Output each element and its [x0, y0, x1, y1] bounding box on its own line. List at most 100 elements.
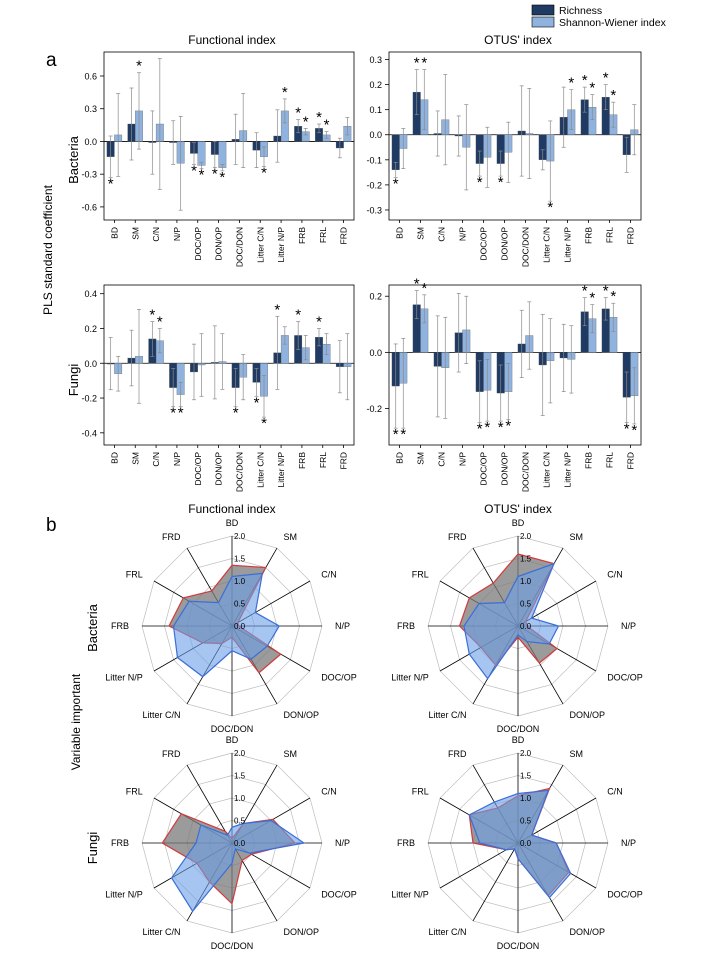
col-title-functional-b: Functional index	[188, 502, 275, 516]
radial-tick-label: 2.0	[234, 532, 246, 541]
axis-label-frd: FRD	[448, 749, 467, 759]
radial-tick-label: 2.0	[234, 749, 246, 758]
axis-label-doc-op: DOC/OP	[607, 890, 643, 900]
radial-tick-label: 0.5	[520, 817, 532, 826]
y-tick-label: 0.2	[84, 324, 97, 334]
x-tick-label-doc-op: DOC/OP	[479, 227, 489, 261]
significance-star: *	[136, 58, 142, 75]
significance-star: *	[582, 72, 588, 89]
radar-axis	[439, 842, 519, 889]
significance-star: *	[393, 175, 399, 192]
x-tick-label-frb: FRB	[584, 452, 594, 469]
significance-star: *	[484, 419, 490, 436]
row-label-bacteria-b: Bacteria	[85, 603, 100, 651]
significance-star: *	[477, 174, 483, 191]
axis-label-doc-don: DOC/DON	[497, 941, 540, 951]
axis-label-doc-don: DOC/DON	[497, 724, 540, 734]
significance-star: *	[108, 175, 114, 192]
legend: Richness Shannon-Wiener index	[531, 4, 667, 29]
x-tick-label-frd: FRD	[339, 227, 349, 244]
significance-star: *	[400, 426, 406, 443]
plot-frame	[388, 51, 642, 221]
x-tick-label-frd: FRD	[626, 452, 636, 469]
axis-label-litter-n-p: Litter N/P	[391, 673, 429, 683]
axis-label-doc-don: DOC/DON	[211, 724, 254, 734]
axis-label-don-op: DON/OP	[570, 927, 606, 937]
x-tick-label-doc-don: DOC/DON	[234, 452, 244, 492]
col-title-functional-a: Functional index	[188, 33, 275, 47]
axis-label-frb: FRB	[111, 838, 129, 848]
x-tick-label-c-n: C/N	[151, 452, 161, 467]
x-tick-label-n-p: N/P	[172, 227, 182, 242]
axis-label-don-op: DON/OP	[570, 710, 606, 720]
bar-chart-2: -0.4 -0.2 0.0 0.2 0.4 BD SM C/N N/P DOC/OP DON/OP D…	[81, 284, 355, 492]
x-tick-label-frb: FRB	[297, 452, 307, 469]
col-title-otus-a: OTUS' index	[484, 33, 552, 47]
y-tick-label: 0.2	[369, 80, 382, 90]
radar-chart-0: 0.0 0.5 1.0 1.5 2.0 BD SM C/N N/P DOC/OP DON/OP DOC…	[105, 518, 356, 734]
radial-tick-label: 0.5	[234, 600, 246, 609]
x-tick-label-n-p: N/P	[458, 452, 468, 467]
y-tick-label: -0.2	[366, 180, 382, 190]
axis-label-frl: FRL	[126, 787, 143, 797]
axis-label-litter-n-p: Litter N/P	[105, 673, 143, 683]
significance-star: *	[547, 199, 553, 216]
radar-chart-2: 0.0 0.5 1.0 1.5 2.0 BD SM C/N N/P DOC/OP DON/OP DOC…	[105, 735, 356, 951]
radial-tick-label: 1.0	[520, 577, 532, 586]
radial-tick-label: 1.5	[520, 772, 532, 781]
x-tick-label-bd: BD	[395, 452, 405, 464]
y-tick-label: -0.3	[366, 205, 382, 215]
radial-tick-label: 0.0	[234, 839, 246, 848]
panel-b-ylabel: Variable important	[69, 673, 83, 770]
significance-star: *	[261, 415, 267, 432]
y-tick-label: 0.0	[84, 359, 97, 369]
x-tick-label-don-op: DON/OP	[500, 452, 510, 486]
x-tick-label-doc-op: DOC/OP	[479, 452, 489, 486]
axis-label-litter-c-n: Litter C/N	[142, 927, 180, 937]
plot-frame	[388, 284, 642, 446]
axis-label-frl: FRL	[412, 787, 429, 797]
significance-star: *	[582, 283, 588, 300]
plot-frame	[103, 284, 355, 446]
axis-label-n-p: N/P	[621, 621, 636, 631]
x-tick-label-n-p: N/P	[172, 452, 182, 467]
panel-letter-a: a	[46, 50, 57, 71]
radial-tick-label: 0.0	[520, 622, 532, 631]
y-tick-label: -0.2	[81, 394, 97, 404]
axis-label-don-op: DON/OP	[284, 927, 320, 937]
radial-tick-label: 2.0	[520, 532, 532, 541]
radar-series-shannon-wiener-index	[463, 562, 560, 680]
significance-star: *	[274, 301, 280, 318]
y-tick-label: -0.3	[81, 170, 97, 180]
significance-star: *	[295, 307, 301, 324]
radial-tick-label: 0.0	[520, 839, 532, 848]
x-tick-label-frl: FRL	[318, 227, 328, 243]
y-tick-label: 0.1	[369, 105, 382, 115]
x-tick-label-litter-n-p: Litter N/P	[276, 452, 286, 488]
x-tick-label-sm: SM	[130, 452, 140, 465]
bar-shannon-wiener-index-don-op	[218, 141, 227, 168]
significance-star: *	[282, 84, 288, 101]
axis-label-litter-c-n: Litter C/N	[142, 710, 180, 720]
significance-star: *	[421, 55, 427, 72]
x-tick-label-litter-n-p: Litter N/P	[276, 227, 286, 263]
x-tick-label-c-n: C/N	[437, 452, 447, 467]
legend-label-shannon: Shannon-Wiener index	[559, 17, 667, 29]
radial-tick-label: 0.5	[520, 600, 532, 609]
x-tick-label-c-n: C/N	[151, 227, 161, 242]
x-tick-label-doc-op: DOC/OP	[193, 227, 203, 261]
significance-star: *	[254, 394, 260, 411]
significance-star: *	[157, 313, 163, 330]
axis-label-n-p: N/P	[621, 838, 636, 848]
x-tick-label-frb: FRB	[584, 227, 594, 244]
significance-star: *	[421, 280, 427, 297]
y-tick-label: -0.4	[81, 428, 97, 438]
panel-letter-b: b	[46, 515, 57, 536]
axis-label-c-n: C/N	[607, 787, 623, 797]
x-tick-label-doc-don: DOC/DON	[521, 452, 531, 492]
radial-tick-label: 1.5	[234, 772, 246, 781]
axis-label-frl: FRL	[126, 570, 143, 580]
axis-label-doc-don: DOC/DON	[211, 941, 254, 951]
axis-label-litter-n-p: Litter N/P	[105, 890, 143, 900]
plot-frame	[103, 51, 355, 221]
